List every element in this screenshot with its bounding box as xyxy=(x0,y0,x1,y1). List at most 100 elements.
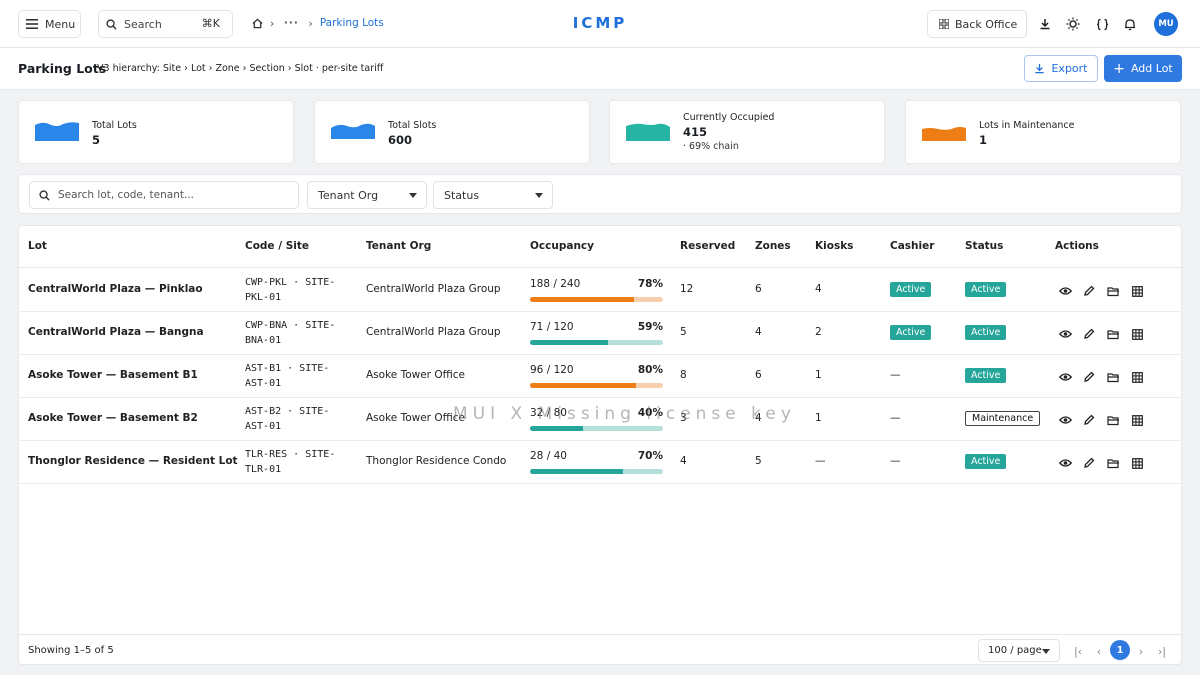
view-eye-icon[interactable] xyxy=(1057,326,1073,342)
grid-table-icon[interactable] xyxy=(1129,412,1145,428)
stat-card-currently-occupied: Currently Occupied 415 · 69% chain xyxy=(609,100,885,164)
view-eye-icon[interactable] xyxy=(1057,283,1073,299)
bell-icon[interactable] xyxy=(1121,15,1139,33)
add-lot-label: Add Lot xyxy=(1130,62,1173,75)
add-lot-button[interactable]: + Add Lot xyxy=(1104,55,1182,82)
page-1-button[interactable]: 1 xyxy=(1110,640,1130,660)
grid-table-icon[interactable] xyxy=(1129,369,1145,385)
cashier-empty: — xyxy=(890,412,901,424)
folder-open-icon[interactable] xyxy=(1105,369,1121,385)
download-icon[interactable] xyxy=(1036,15,1054,33)
search-placeholder: Search lot, code, tenant... xyxy=(58,189,194,201)
occupancy-bar-fill xyxy=(530,426,584,431)
edit-pencil-icon[interactable] xyxy=(1081,412,1097,428)
search-input[interactable]: Search lot, code, tenant... xyxy=(29,181,299,209)
reserved-count: 12 xyxy=(680,283,694,295)
kiosks-count: — xyxy=(815,455,826,467)
global-search-button[interactable]: Search ⌘K xyxy=(98,10,233,38)
column-header-kiosks[interactable]: Kiosks xyxy=(815,240,854,252)
plus-icon: + xyxy=(1113,60,1125,77)
status-select[interactable]: Status xyxy=(433,181,553,209)
view-eye-icon[interactable] xyxy=(1057,412,1073,428)
column-header-cashier[interactable]: Cashier xyxy=(890,240,935,252)
lot-name[interactable]: Asoke Tower — Basement B1 xyxy=(28,369,198,381)
back-office-label: Back Office xyxy=(955,17,1018,31)
reserved-count: 8 xyxy=(680,369,687,381)
zones-count: 5 xyxy=(755,455,762,467)
cashier-badge: Active xyxy=(890,282,932,297)
breadcrumb-current[interactable]: Parking Lots xyxy=(319,17,384,29)
edit-pencil-icon[interactable] xyxy=(1081,455,1097,471)
table-row[interactable]: Thonglor Residence — Resident Lot TLR-RES… xyxy=(19,441,1181,484)
table-row[interactable]: Asoke Tower — Basement B1 AST-B1 · SITE- A… xyxy=(19,355,1181,398)
table-footer: Showing 1–5 of 5 100 / page |‹ ‹ 1 › ›| xyxy=(19,634,1181,664)
per-page-label: 100 / page xyxy=(988,645,1042,656)
column-header-lot[interactable]: Lot xyxy=(28,240,47,252)
stat-label: Lots in Maintenance xyxy=(979,120,1075,131)
back-office-button[interactable]: Back Office xyxy=(927,10,1027,38)
column-header-reserved[interactable]: Reserved xyxy=(680,240,736,252)
code-line-1: AST-B1 · SITE- xyxy=(245,363,330,374)
first-page-icon[interactable]: |‹ xyxy=(1073,644,1083,658)
status-badge: Active xyxy=(965,368,1007,383)
grid-table-icon[interactable] xyxy=(1129,283,1145,299)
column-header-occupancy[interactable]: Occupancy xyxy=(530,240,594,252)
grid-icon xyxy=(939,19,949,29)
zones-count: 4 xyxy=(755,326,762,338)
occupancy-count: 28 / 40 xyxy=(530,450,567,462)
avatar[interactable]: MU xyxy=(1154,12,1178,36)
last-page-icon[interactable]: ›| xyxy=(1157,644,1167,658)
top-bar: Menu Search ⌘K › ··· › Parking Lots ICMP… xyxy=(0,0,1200,48)
table-row[interactable]: CentralWorld Plaza — Pinklao CWP-PKL · SI… xyxy=(19,269,1181,312)
code-braces-icon[interactable] xyxy=(1093,15,1111,33)
occupancy-bar xyxy=(530,340,663,345)
column-header-actions: Actions xyxy=(1055,240,1099,252)
edit-pencil-icon[interactable] xyxy=(1081,283,1097,299)
sparkline-icon xyxy=(35,122,79,141)
caret-down-icon xyxy=(1042,649,1050,654)
tenant-org-select[interactable]: Tenant Org xyxy=(307,181,427,209)
stat-note: · 69% chain xyxy=(683,141,739,152)
breadcrumb-more-button[interactable]: ··· xyxy=(283,17,299,29)
lot-name[interactable]: Thonglor Residence — Resident Lot xyxy=(28,455,238,467)
home-icon[interactable] xyxy=(252,18,263,29)
grid-table-icon[interactable] xyxy=(1129,455,1145,471)
theme-sun-icon[interactable] xyxy=(1064,15,1082,33)
column-header-zones[interactable]: Zones xyxy=(755,240,791,252)
column-header-tenant[interactable]: Tenant Org xyxy=(366,240,432,252)
column-header-code[interactable]: Code / Site xyxy=(245,240,310,252)
menu-button[interactable]: Menu xyxy=(18,10,81,38)
code-line-1: TLR-RES · SITE- xyxy=(245,449,336,460)
lot-name[interactable]: CentralWorld Plaza — Pinklao xyxy=(28,283,203,295)
lot-name[interactable]: Asoke Tower — Basement B2 xyxy=(28,412,198,424)
code-line-2: AST-01 xyxy=(245,421,282,432)
edit-pencil-icon[interactable] xyxy=(1081,326,1097,342)
brand-logo: ICMP xyxy=(572,14,628,32)
stat-value: 5 xyxy=(92,133,101,147)
code-line-2: BNA-01 xyxy=(245,335,282,346)
tenant-org: Thonglor Residence Condo xyxy=(366,455,507,467)
stat-value: 415 xyxy=(683,125,708,139)
table-row[interactable]: CentralWorld Plaza — Bangna CWP-BNA · SIT… xyxy=(19,312,1181,355)
occupancy-bar xyxy=(530,297,663,302)
export-button[interactable]: Export xyxy=(1024,55,1098,82)
view-eye-icon[interactable] xyxy=(1057,455,1073,471)
lot-name[interactable]: CentralWorld Plaza — Bangna xyxy=(28,326,204,338)
next-page-icon[interactable]: › xyxy=(1138,644,1144,658)
occupancy-bar-fill xyxy=(530,383,637,388)
folder-open-icon[interactable] xyxy=(1105,412,1121,428)
per-page-select[interactable]: 100 / page xyxy=(978,639,1060,662)
folder-open-icon[interactable] xyxy=(1105,455,1121,471)
prev-page-icon[interactable]: ‹ xyxy=(1096,644,1102,658)
edit-pencil-icon[interactable] xyxy=(1081,369,1097,385)
view-eye-icon[interactable] xyxy=(1057,369,1073,385)
column-header-status[interactable]: Status xyxy=(965,240,1004,252)
page-subtitle: V3 hierarchy: Site › Lot › Zone › Sectio… xyxy=(97,63,384,74)
folder-open-icon[interactable] xyxy=(1105,326,1121,342)
stat-card-total-lots: Total Lots 5 xyxy=(18,100,294,164)
tenant-org: CentralWorld Plaza Group xyxy=(366,283,501,295)
code-line-2: PKL-01 xyxy=(245,292,282,303)
table-row[interactable]: Asoke Tower — Basement B2 AST-B2 · SITE- A… xyxy=(19,398,1181,441)
folder-open-icon[interactable] xyxy=(1105,283,1121,299)
grid-table-icon[interactable] xyxy=(1129,326,1145,342)
